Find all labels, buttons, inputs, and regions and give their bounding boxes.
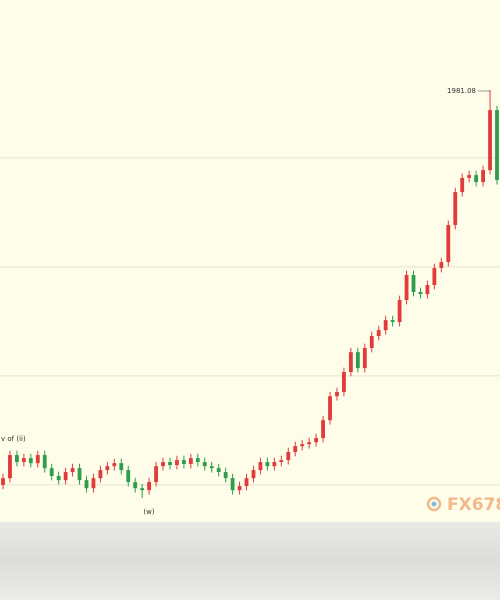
plot-background bbox=[0, 0, 500, 522]
candle-body bbox=[404, 274, 409, 301]
candle-body bbox=[91, 478, 96, 489]
candle-body bbox=[481, 170, 485, 183]
candle-body bbox=[453, 192, 458, 226]
candle-body bbox=[439, 262, 444, 268]
candle-body bbox=[411, 274, 416, 292]
candle-body bbox=[28, 458, 33, 464]
candle-body bbox=[133, 482, 138, 489]
candle-body bbox=[397, 300, 402, 323]
candle-body bbox=[8, 455, 12, 479]
candle-body bbox=[460, 177, 465, 193]
candle-body bbox=[314, 438, 319, 443]
candle-body bbox=[467, 175, 472, 178]
candle-body bbox=[161, 462, 165, 467]
candle-body bbox=[98, 470, 103, 479]
candle-body bbox=[432, 267, 437, 285]
candle-body bbox=[181, 460, 186, 464]
candle-body bbox=[251, 470, 256, 479]
candle-body bbox=[112, 463, 117, 467]
candle-body bbox=[49, 468, 54, 476]
candle-body bbox=[230, 478, 235, 491]
candle-body bbox=[369, 336, 374, 348]
peak-label: 1981.08 bbox=[447, 87, 476, 95]
candle-body bbox=[209, 466, 214, 469]
candle-body bbox=[328, 396, 332, 421]
candle-body bbox=[418, 291, 423, 295]
candle-body bbox=[84, 480, 89, 489]
candle-body bbox=[119, 463, 124, 471]
candle-body bbox=[355, 352, 360, 369]
candle-body bbox=[77, 468, 82, 481]
candle-body bbox=[147, 482, 152, 491]
candle-body bbox=[126, 470, 131, 483]
candle-body bbox=[335, 392, 339, 397]
candle-body bbox=[21, 458, 26, 463]
candle-body bbox=[390, 320, 395, 323]
candle-body bbox=[15, 455, 19, 463]
candle-body bbox=[293, 446, 298, 453]
candle-body bbox=[216, 468, 221, 473]
candle-body bbox=[348, 352, 353, 372]
candle-body bbox=[175, 460, 179, 466]
candle-body bbox=[300, 444, 305, 447]
candle-body bbox=[140, 488, 145, 491]
candle-body bbox=[237, 486, 242, 491]
candle-body bbox=[307, 442, 312, 445]
candle-body bbox=[188, 458, 193, 464]
candle-body bbox=[223, 472, 228, 479]
candle-body bbox=[258, 462, 263, 471]
candle-body bbox=[474, 175, 479, 183]
candle-body bbox=[1, 478, 5, 485]
candle-body bbox=[42, 455, 47, 469]
candle-body bbox=[321, 420, 325, 439]
candle-body bbox=[362, 348, 367, 369]
candle-body bbox=[105, 466, 110, 471]
candle-body bbox=[202, 462, 207, 467]
candle-body bbox=[70, 468, 75, 473]
candle-body bbox=[195, 458, 200, 463]
candle-body bbox=[272, 462, 277, 467]
candle-body bbox=[265, 462, 270, 467]
watermark-logo bbox=[431, 501, 437, 507]
candle-body bbox=[35, 455, 40, 464]
candle-body bbox=[63, 472, 68, 481]
candle-body bbox=[244, 478, 249, 487]
watermark: FX678 bbox=[447, 495, 500, 515]
candle-body bbox=[342, 371, 346, 393]
wave-label: (w) bbox=[143, 508, 154, 516]
candle-body bbox=[425, 284, 430, 295]
candle-body bbox=[154, 466, 158, 483]
candle-body bbox=[286, 452, 291, 461]
candle-body bbox=[168, 462, 172, 466]
candle-body bbox=[488, 110, 492, 171]
candle-body bbox=[376, 330, 381, 337]
blurred-footer bbox=[0, 522, 500, 600]
candle-body bbox=[446, 225, 451, 263]
wave-label: v of (ii) bbox=[1, 435, 26, 443]
watermark-logo bbox=[426, 496, 442, 512]
candle-body bbox=[56, 475, 61, 481]
candle-body bbox=[279, 460, 284, 463]
candle-body bbox=[383, 320, 388, 331]
candle-body bbox=[495, 110, 499, 181]
